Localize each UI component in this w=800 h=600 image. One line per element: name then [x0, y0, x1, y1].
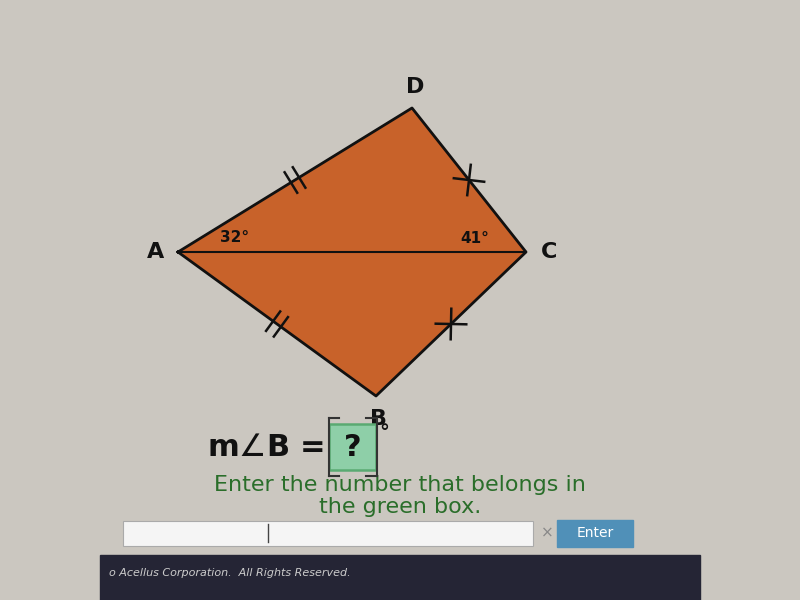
Text: ?: ?: [344, 433, 362, 461]
Text: Enter the number that belongs in: Enter the number that belongs in: [214, 475, 586, 495]
FancyBboxPatch shape: [558, 520, 633, 547]
FancyBboxPatch shape: [123, 521, 534, 546]
Text: o Acellus Corporation.  All Rights Reserved.: o Acellus Corporation. All Rights Reserv…: [109, 568, 350, 578]
Text: Enter: Enter: [576, 526, 614, 541]
Text: °: °: [379, 422, 389, 442]
Text: the green box.: the green box.: [319, 497, 481, 517]
Text: 41°: 41°: [461, 231, 490, 246]
Text: ×: ×: [541, 526, 554, 541]
FancyBboxPatch shape: [330, 424, 376, 470]
Text: A: A: [146, 242, 164, 262]
Text: C: C: [541, 242, 557, 262]
Bar: [100, 555, 700, 600]
Polygon shape: [178, 108, 526, 396]
Text: 32°: 32°: [221, 229, 250, 245]
Text: D: D: [406, 77, 424, 97]
Text: B: B: [370, 409, 387, 429]
Text: m$\angle$B =: m$\angle$B =: [207, 433, 328, 461]
